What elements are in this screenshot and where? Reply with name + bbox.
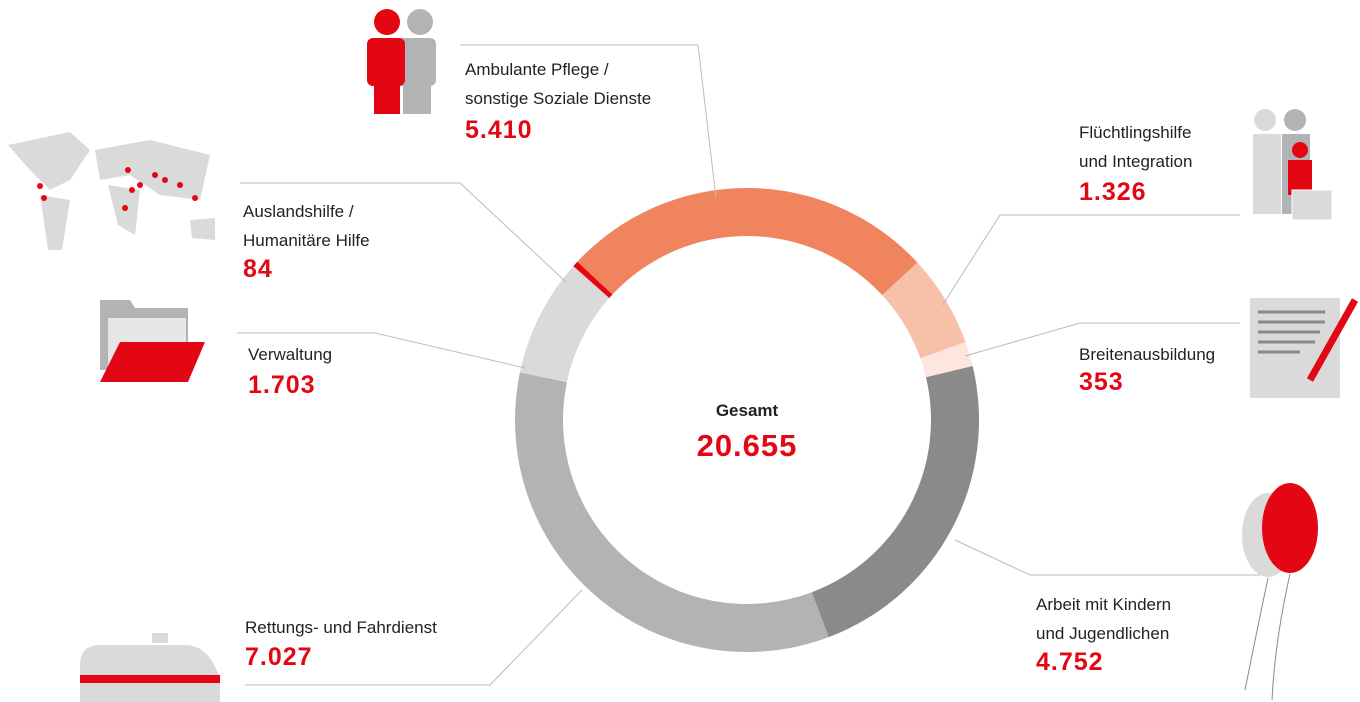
segment-value: 4.752: [1036, 648, 1104, 676]
icon-ambulance: [80, 633, 220, 702]
segment-value: 1.703: [248, 371, 316, 399]
donut-segment: [920, 342, 973, 378]
segment-value: 84: [243, 255, 273, 283]
donut-segment: [811, 366, 979, 638]
donut-segment: [515, 372, 829, 652]
segment-label: Breitenausbildung: [1079, 345, 1216, 364]
leader-line: [954, 539, 1260, 576]
leader-line: [460, 44, 717, 199]
segment-label: Verwaltung: [248, 345, 333, 364]
donut-segment: [577, 188, 918, 296]
segment-value: 7.027: [245, 643, 313, 671]
donut-segment: [519, 266, 610, 383]
center-title: Gesamt: [715, 401, 779, 420]
leader-line: [237, 332, 526, 369]
icon-balloons: [1242, 483, 1318, 701]
icon-refugees: [1253, 109, 1333, 221]
icon-document: [1250, 298, 1359, 398]
icon-folder: [100, 300, 205, 382]
donut-segment: [882, 262, 966, 359]
segment-label: Rettungs- und Fahrdienst: [245, 618, 437, 637]
leader-line: [240, 182, 567, 283]
leader-line: [964, 322, 1240, 357]
leader-line: [941, 214, 1240, 307]
donut-segment: [573, 261, 613, 298]
segment-value: 5.410: [465, 116, 533, 144]
leader-line: [245, 589, 583, 686]
segment-label: Ambulante Pflege / sonstige Soziale Dien…: [465, 60, 652, 108]
segment-value: 1.326: [1079, 178, 1147, 206]
icon-world-map: [8, 132, 215, 250]
segment-label: Auslandshilfe / Humanitäre Hilfe: [243, 202, 370, 250]
center-total: 20.655: [696, 428, 798, 463]
icon-people: [367, 9, 436, 114]
segment-label: Flüchtlingshilfe und Integration: [1079, 123, 1193, 171]
segment-label: Arbeit mit Kindern und Jugendlichen: [1036, 595, 1172, 643]
segment-value: 353: [1079, 368, 1124, 396]
